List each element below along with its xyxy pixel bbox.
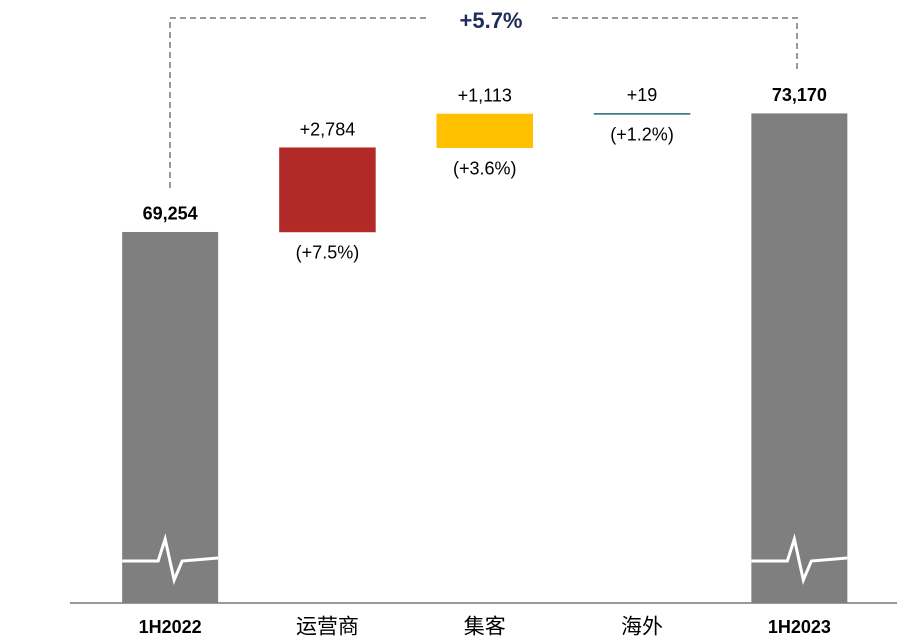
pct-label: (+7.5%) xyxy=(296,243,360,263)
data-label: +19 xyxy=(627,85,658,105)
bar xyxy=(279,147,376,233)
x-tick-label: 运营商 xyxy=(296,616,359,639)
bracket-right xyxy=(552,17,798,72)
x-tick-label: 1H2023 xyxy=(768,617,831,637)
pct-label: (+1.2%) xyxy=(610,125,674,145)
bar xyxy=(122,231,219,603)
bracket-left xyxy=(169,17,430,188)
data-label: 69,254 xyxy=(143,204,198,224)
bar xyxy=(436,113,533,148)
data-label: +2,784 xyxy=(300,119,356,139)
axis-break xyxy=(122,533,219,585)
axis-break xyxy=(751,533,848,585)
data-label: 73,170 xyxy=(772,85,827,105)
x-tick-label: 集客 xyxy=(464,616,506,639)
bar xyxy=(593,113,691,115)
x-tick-label: 1H2022 xyxy=(139,617,202,637)
bar xyxy=(751,113,848,604)
pct-label: (+3.6%) xyxy=(453,158,517,178)
data-label: +1,113 xyxy=(458,86,512,106)
x-tick-label: 海外 xyxy=(621,616,663,639)
total-change: +5.7% xyxy=(460,8,523,33)
